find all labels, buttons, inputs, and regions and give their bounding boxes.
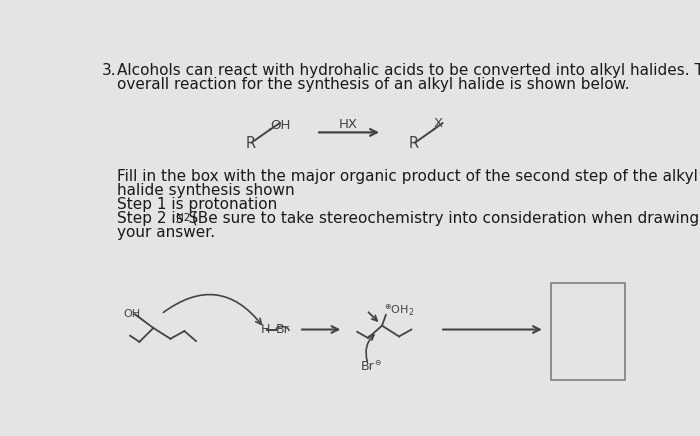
Text: R: R <box>409 136 419 151</box>
Text: (Be sure to take stereochemistry into consideration when drawing: (Be sure to take stereochemistry into co… <box>187 211 699 226</box>
Text: Alcohols can react with hydrohalic acids to be converted into alkyl halides. The: Alcohols can react with hydrohalic acids… <box>117 63 700 78</box>
Text: Br: Br <box>276 323 290 336</box>
Text: X: X <box>434 117 443 130</box>
Text: Step 2 is S: Step 2 is S <box>117 211 198 226</box>
Bar <box>551 283 624 380</box>
Text: OH: OH <box>270 119 290 132</box>
Text: your answer.: your answer. <box>117 225 215 240</box>
Text: $^{\oplus}$OH$_2$: $^{\oplus}$OH$_2$ <box>384 303 414 318</box>
Text: N2: N2 <box>176 213 190 223</box>
Text: Fill in the box with the major organic product of the second step of the alkyl: Fill in the box with the major organic p… <box>117 169 698 184</box>
Text: Step 1 is protonation: Step 1 is protonation <box>117 197 277 212</box>
Text: overall reaction for the synthesis of an alkyl halide is shown below.: overall reaction for the synthesis of an… <box>117 77 629 92</box>
Text: OH: OH <box>123 309 140 319</box>
Text: Br: Br <box>360 360 374 373</box>
Text: H: H <box>260 323 270 336</box>
Text: R: R <box>246 136 256 151</box>
FancyArrowPatch shape <box>163 295 261 324</box>
Text: 3.: 3. <box>102 63 116 78</box>
Text: halide synthesis shown: halide synthesis shown <box>117 183 295 198</box>
Text: HX: HX <box>340 118 358 131</box>
Text: $^{\ominus}$: $^{\ominus}$ <box>374 359 382 369</box>
